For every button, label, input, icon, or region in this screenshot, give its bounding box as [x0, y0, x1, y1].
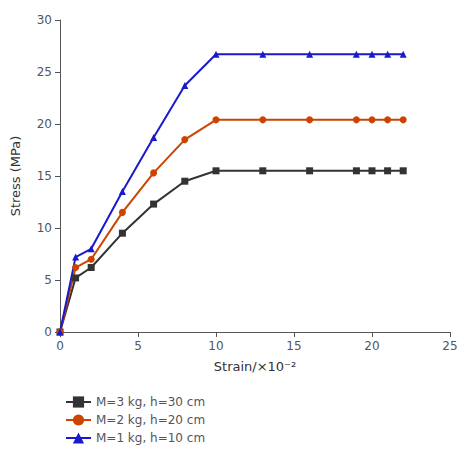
svg-text:0: 0 [44, 325, 52, 339]
svg-text:15: 15 [286, 339, 301, 353]
svg-text:20: 20 [37, 117, 52, 131]
svg-text:5: 5 [44, 273, 52, 287]
svg-text:30: 30 [37, 13, 52, 27]
svg-text:20: 20 [364, 339, 379, 353]
svg-text:Stress (MPa): Stress (MPa) [8, 136, 23, 217]
svg-text:10: 10 [37, 221, 52, 235]
svg-text:5: 5 [134, 339, 142, 353]
svg-text:25: 25 [37, 65, 52, 79]
svg-text:0: 0 [56, 339, 64, 353]
svg-text:M=2 kg, h=20 cm: M=2 kg, h=20 cm [96, 413, 205, 427]
svg-text:10: 10 [208, 339, 223, 353]
svg-text:25: 25 [442, 339, 457, 353]
svg-text:15: 15 [37, 169, 52, 183]
svg-text:M=1 kg, h=10 cm: M=1 kg, h=10 cm [96, 431, 205, 445]
svg-text:M=3 kg, h=30 cm: M=3 kg, h=30 cm [96, 395, 205, 409]
svg-text:Strain/×10⁻²: Strain/×10⁻² [214, 359, 296, 374]
